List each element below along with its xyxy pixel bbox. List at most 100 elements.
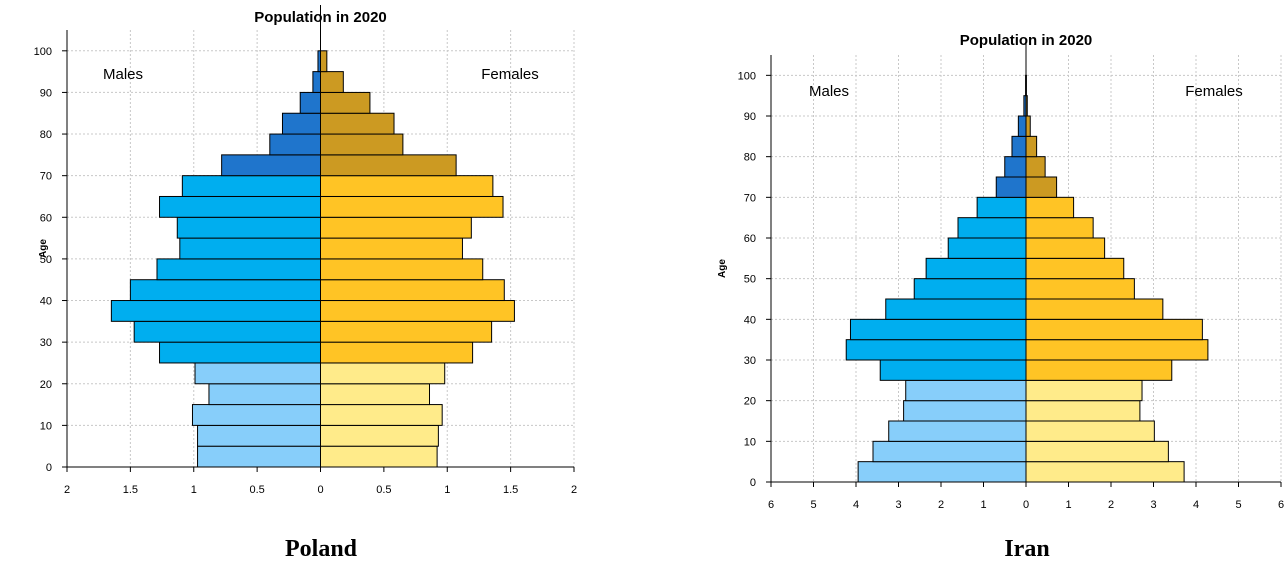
male-bar — [159, 195, 321, 218]
y-tick-label: 80 — [744, 152, 756, 164]
male-bar — [221, 154, 321, 177]
female-bar — [1025, 278, 1135, 300]
female-bar — [1025, 400, 1141, 422]
females-label: Females — [481, 66, 539, 83]
y-tick-label: 90 — [744, 111, 756, 123]
y-tick-label: 50 — [744, 274, 756, 286]
x-tick-label: 1 — [191, 484, 197, 496]
poland-panel: 2 1.5 1 0.5 0 0.5 1 1.5 2 0 10 20 30 40 50 60 70 80 90 100 P… — [34, 5, 577, 562]
y-tick-label: 60 — [744, 233, 756, 245]
x-tick-labels: 2 1.5 1 0.5 0 0.5 1 1.5 2 — [64, 467, 577, 496]
male-bar — [176, 216, 321, 239]
y-tick-label: 70 — [40, 171, 52, 183]
male-bar — [1017, 115, 1027, 137]
y-axis-label: Age — [717, 259, 728, 278]
female-bar — [320, 383, 431, 406]
male-bar — [888, 420, 1027, 442]
male-bar — [947, 237, 1027, 259]
female-bar — [320, 424, 439, 447]
female-bar — [1025, 440, 1169, 463]
x-tick-label: 5 — [810, 499, 816, 511]
x-tick-label: 3 — [895, 499, 901, 511]
female-bar — [1025, 156, 1046, 178]
iran-pyramid-chart: 6 5 4 3 2 1 0 1 2 3 4 5 60102030405060708090100Popul… — [717, 32, 1284, 511]
y-tick-label: 20 — [40, 379, 52, 391]
x-tick-label: 2 — [938, 499, 944, 511]
male-bar — [159, 341, 321, 364]
y-tick-label: 10 — [744, 436, 756, 448]
iran-panel: 6 5 4 3 2 1 0 1 2 3 4 5 6 0 10 20 30 40 50 60 70 80 90 100 Popul… — [642, 0, 1284, 586]
female-bar — [1025, 257, 1125, 280]
male-bar — [312, 71, 321, 93]
male-bar — [1004, 156, 1027, 178]
y-tick-label: 40 — [744, 314, 756, 326]
female-bar — [320, 154, 457, 177]
male-bar — [903, 400, 1027, 422]
y-axis-label: Age — [38, 239, 49, 258]
female-bar — [320, 258, 484, 281]
female-bar — [320, 112, 395, 135]
y-tick-labels: 0 10 20 30 40 50 60 70 80 90 100 — [738, 70, 771, 489]
female-bar — [320, 445, 438, 468]
x-tick-label: 3 — [1150, 499, 1156, 511]
female-bar — [320, 91, 371, 114]
female-bar — [1025, 196, 1075, 219]
x-tick-label: 1 — [1065, 499, 1071, 511]
male-bar — [976, 196, 1027, 219]
bars — [110, 50, 515, 468]
poland-pyramid-chart: 2 1.5 1 0.5 0 0.5 1 1.5 20102030405060708090100P… — [34, 5, 577, 496]
y-tick-label: 70 — [744, 192, 756, 204]
male-bar — [885, 298, 1027, 320]
female-bar — [1025, 339, 1209, 361]
x-tick-label: 6 — [768, 499, 774, 511]
female-bar — [320, 237, 463, 260]
male-bar — [181, 175, 321, 197]
x-tick-label: 0 — [1023, 499, 1029, 511]
male-bar — [197, 445, 322, 468]
female-bar — [320, 195, 504, 218]
female-bar — [320, 404, 443, 426]
x-tick-label: 4 — [853, 499, 859, 511]
x-tick-label: 1 — [980, 499, 986, 511]
female-bar — [320, 341, 474, 364]
male-bar — [208, 383, 322, 406]
male-bar — [269, 133, 321, 156]
male-bar — [845, 339, 1027, 361]
x-tick-labels: 6 5 4 3 2 1 0 1 2 3 4 5 6 — [768, 482, 1284, 511]
male-bar — [281, 112, 322, 135]
female-bar — [1025, 420, 1155, 442]
female-bar — [320, 362, 446, 385]
male-bar — [110, 300, 321, 322]
male-bar — [879, 359, 1027, 381]
x-tick-label: 1.5 — [123, 484, 138, 496]
y-tick-label: 10 — [40, 420, 52, 432]
female-bar — [1025, 318, 1203, 341]
x-tick-label: 6 — [1278, 499, 1284, 511]
x-tick-label: 2 — [64, 484, 70, 496]
female-bar — [1025, 298, 1164, 320]
male-bar — [905, 379, 1027, 402]
female-bar — [1025, 115, 1031, 137]
female-bar — [320, 300, 515, 322]
male-bar — [133, 320, 321, 343]
y-tick-label: 30 — [744, 355, 756, 367]
female-bar — [320, 71, 344, 93]
x-tick-label: 4 — [1193, 499, 1199, 511]
female-bar — [1025, 176, 1058, 198]
y-tick-label: 40 — [40, 296, 52, 308]
country-label-iran: Iran — [1004, 536, 1050, 562]
x-tick-label: 1.5 — [503, 484, 518, 496]
male-bar — [156, 258, 321, 281]
y-tick-label: 100 — [738, 70, 756, 82]
chart-title: Population in 2020 — [254, 9, 387, 26]
x-tick-label: 0.5 — [376, 484, 391, 496]
male-bar — [197, 424, 322, 447]
x-tick-label: 5 — [1235, 499, 1241, 511]
female-bar — [320, 133, 404, 156]
y-tick-label: 60 — [40, 212, 52, 224]
x-tick-label: 2 — [1108, 499, 1114, 511]
female-bar — [1025, 359, 1173, 381]
x-tick-label: 0.5 — [249, 484, 264, 496]
male-bar — [857, 461, 1027, 483]
y-tick-label: 90 — [40, 87, 52, 99]
